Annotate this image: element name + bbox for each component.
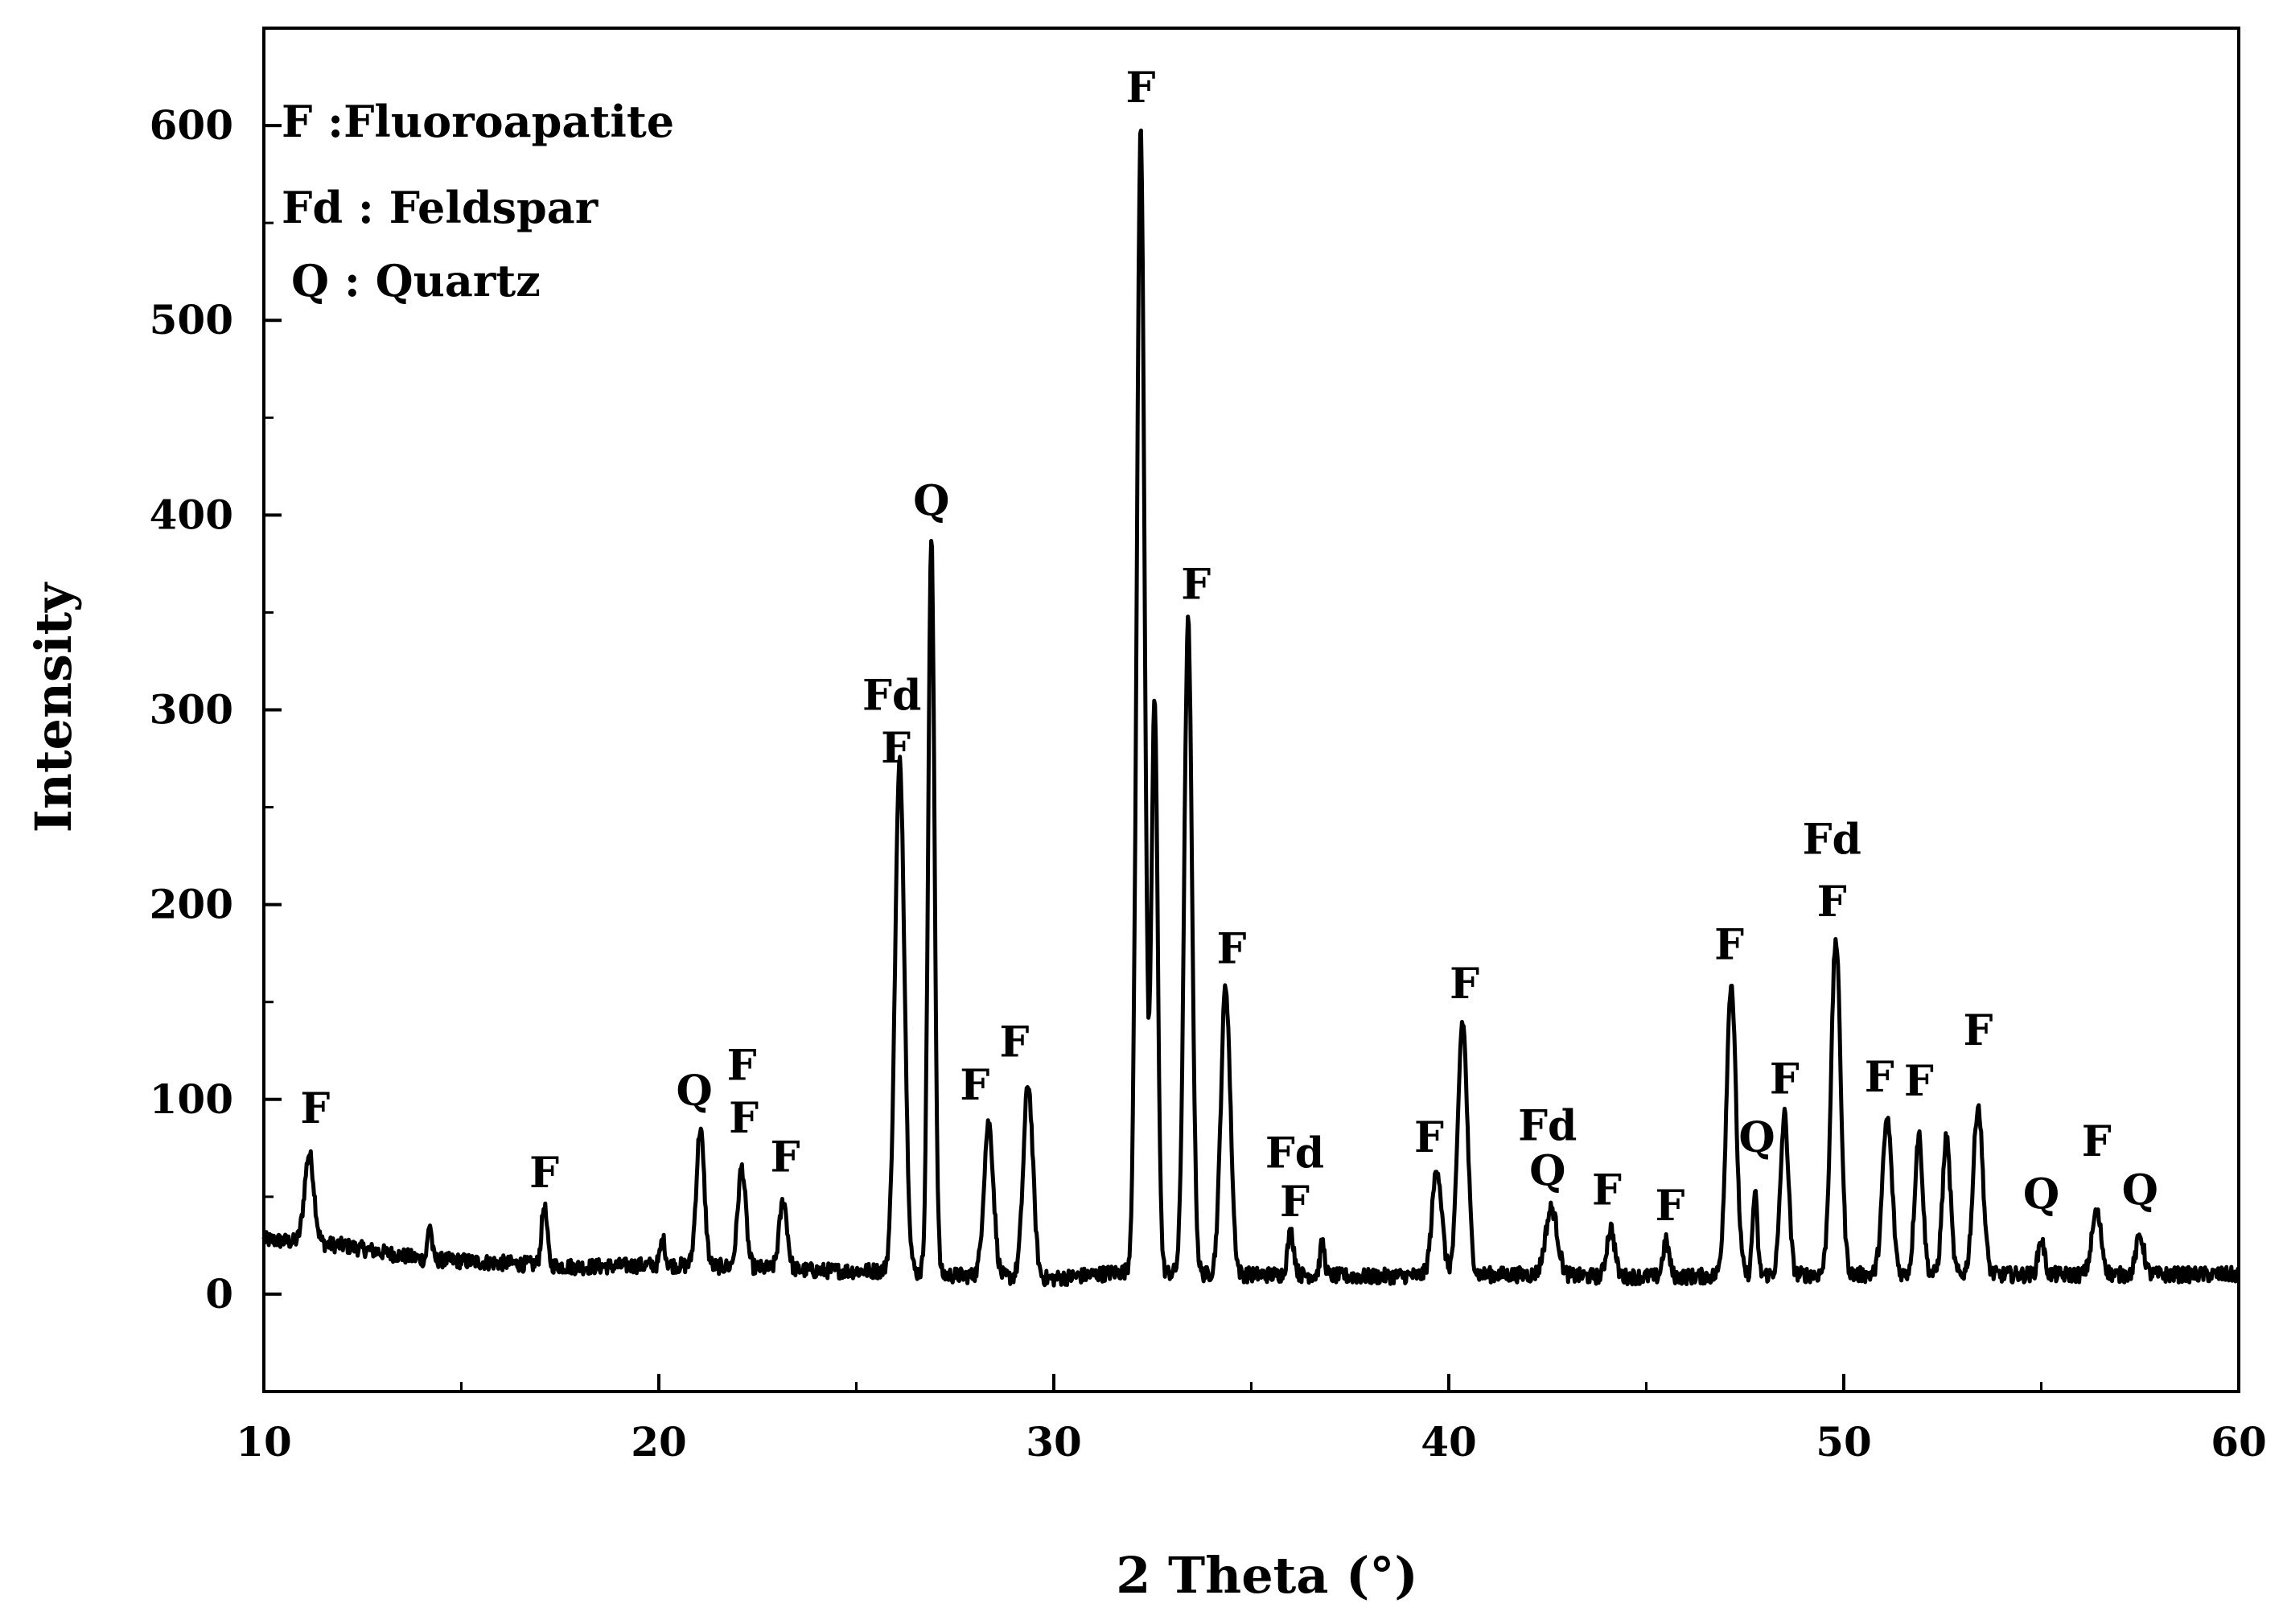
- x-tick-label: 40: [1421, 1418, 1477, 1466]
- peak-label: F: [1963, 1006, 1993, 1055]
- peak-label: F: [1655, 1182, 1684, 1231]
- series-layer: [261, 128, 2240, 1288]
- legend-entry-fluoroapatite: F :Fluoroapatite: [282, 96, 674, 147]
- y-tick-label: 100: [150, 1075, 233, 1123]
- peak-label: Q: [2122, 1166, 2158, 1215]
- peak-label: F: [1450, 960, 1479, 1009]
- peak-label: Fd: [862, 672, 921, 721]
- peak-label: F: [2082, 1117, 2112, 1166]
- x-tick-label: 50: [1816, 1418, 1872, 1466]
- peak-label: Fd: [1518, 1102, 1577, 1151]
- legend: F :Fluoroapatite Fd : Feldspar Q : Quart…: [282, 96, 674, 306]
- y-axis: 0 100 200 300 400 500 600: [150, 27, 282, 1393]
- x-axis: 10 20 30 40 50 60: [236, 1374, 2267, 1466]
- y-tick-label: 600: [150, 101, 233, 149]
- y-axis-title: Intensity: [24, 582, 83, 833]
- peak-label: Q: [1738, 1113, 1775, 1162]
- peak-label: F: [1181, 560, 1211, 609]
- peak-label: F: [300, 1084, 330, 1133]
- y-tick-label: 400: [150, 491, 233, 538]
- peak-label: F: [881, 724, 911, 773]
- peak-label: F: [999, 1018, 1029, 1067]
- peak-label: F: [529, 1149, 559, 1198]
- peak-label: F: [727, 1042, 757, 1091]
- peak-label: F: [1280, 1178, 1310, 1227]
- x-tick-label: 60: [2211, 1418, 2267, 1466]
- xrd-pattern-line: [261, 128, 2240, 1288]
- peak-label: F: [1216, 924, 1246, 973]
- peak-label: Q: [2023, 1170, 2059, 1219]
- peak-label: F: [1126, 64, 1156, 113]
- y-tick-label: 0: [205, 1270, 233, 1318]
- peak-label: F: [1865, 1053, 1894, 1102]
- peak-label: F: [1592, 1166, 1622, 1215]
- peak-label: Fd: [1803, 816, 1861, 865]
- peak-label: Fd: [1265, 1129, 1324, 1178]
- peak-label: F: [1414, 1113, 1444, 1162]
- x-tick-label: 20: [631, 1418, 687, 1466]
- peak-label: F: [960, 1061, 989, 1110]
- y-tick-label: 200: [150, 881, 233, 928]
- peak-label: F: [1817, 878, 1847, 927]
- x-tick-label: 10: [236, 1418, 292, 1466]
- peak-label: F: [771, 1133, 800, 1182]
- y-tick-label: 300: [150, 686, 233, 734]
- legend-entry-quartz: Q : Quartz: [291, 255, 541, 306]
- legend-entry-feldspar: Fd : Feldspar: [282, 182, 599, 233]
- x-tick-label: 30: [1026, 1418, 1082, 1466]
- peak-label: Q: [677, 1067, 713, 1116]
- peak-label: Q: [1529, 1146, 1565, 1195]
- peak-label: F: [729, 1094, 759, 1143]
- peak-label: F: [1770, 1055, 1800, 1104]
- x-axis-title: 2 Theta (°): [1116, 1546, 1417, 1605]
- peak-label: F: [1714, 920, 1744, 969]
- y-tick-label: 500: [150, 296, 233, 343]
- peak-label: F: [1904, 1057, 1934, 1106]
- peak-label: Q: [913, 476, 949, 525]
